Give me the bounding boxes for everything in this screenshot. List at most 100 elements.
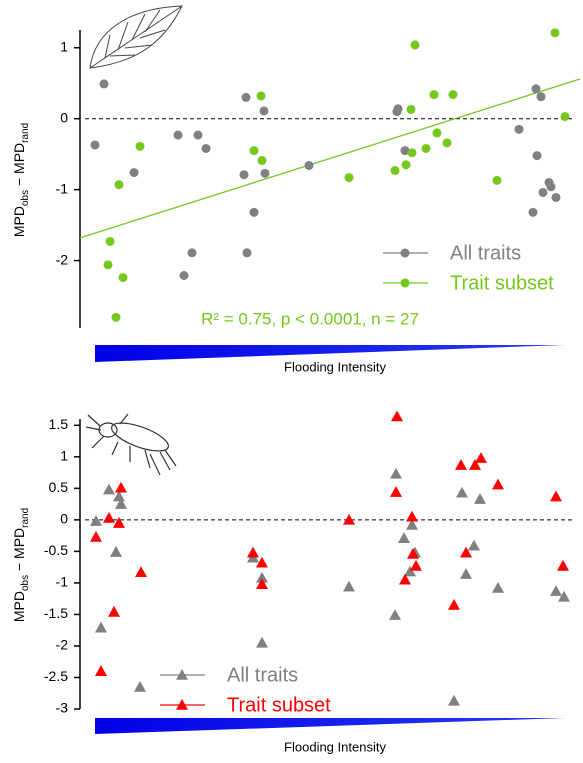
point xyxy=(256,571,268,583)
legend-label: Trait subset xyxy=(450,272,554,294)
legend-marker xyxy=(176,669,188,680)
y-tick-label: 1 xyxy=(60,38,68,54)
point xyxy=(256,91,266,101)
point xyxy=(90,140,100,150)
point xyxy=(407,547,419,559)
y-axis-label-part: rand xyxy=(20,123,31,143)
point xyxy=(546,182,556,192)
point xyxy=(406,104,416,114)
y-tick-label: 1.5 xyxy=(49,416,69,432)
point xyxy=(460,568,472,579)
point xyxy=(247,546,259,558)
point xyxy=(90,530,102,542)
point xyxy=(398,532,410,543)
annotation: R² = 0.75, p < 0.0001, n = 27 xyxy=(201,309,419,328)
point xyxy=(421,143,431,153)
point xyxy=(558,590,570,602)
point xyxy=(241,92,251,102)
point xyxy=(239,170,249,180)
point xyxy=(173,130,183,140)
point xyxy=(475,452,487,463)
point xyxy=(401,160,411,170)
point xyxy=(114,180,124,190)
y-axis-label-part: MPD xyxy=(11,591,27,622)
point xyxy=(469,459,481,470)
point xyxy=(99,79,109,89)
point xyxy=(115,498,127,509)
point xyxy=(110,546,122,557)
y-axis-label-part: − MPD xyxy=(11,528,27,575)
point xyxy=(179,270,189,280)
point xyxy=(560,112,570,122)
point xyxy=(105,236,115,246)
point xyxy=(108,605,120,617)
point xyxy=(260,168,270,178)
point xyxy=(432,128,442,138)
point xyxy=(531,84,541,94)
point xyxy=(455,459,467,470)
point xyxy=(259,106,269,116)
legend-marker xyxy=(176,699,188,710)
legend-marker xyxy=(400,248,410,258)
point xyxy=(442,138,452,148)
insect-icon xyxy=(85,413,177,476)
point xyxy=(249,207,259,217)
point xyxy=(256,636,268,648)
point xyxy=(400,146,410,156)
point xyxy=(448,694,460,706)
y-tick-label: 0 xyxy=(60,511,68,527)
point xyxy=(256,556,268,568)
fit-line xyxy=(79,78,581,239)
y-axis-label-part: − MPD xyxy=(11,143,27,190)
point xyxy=(468,539,480,551)
point xyxy=(390,486,402,497)
y-tick-label: 0 xyxy=(60,109,68,125)
point xyxy=(257,156,267,166)
point xyxy=(344,173,354,183)
point xyxy=(201,143,211,153)
y-tick-label: -2 xyxy=(56,251,69,267)
point xyxy=(474,493,486,504)
point xyxy=(406,510,418,522)
point xyxy=(187,248,197,258)
point xyxy=(551,192,561,202)
point xyxy=(95,621,107,633)
x-axis-label: Flooding Intensity xyxy=(284,739,386,754)
point xyxy=(532,151,542,161)
point xyxy=(113,517,125,528)
y-axis-label: MPDobs − MPDrand xyxy=(11,123,31,237)
point xyxy=(492,581,504,593)
point xyxy=(557,559,569,571)
point xyxy=(456,486,468,498)
point xyxy=(460,546,472,558)
point xyxy=(514,124,524,134)
point xyxy=(118,273,128,283)
y-tick-label: 0.5 xyxy=(49,479,69,495)
point xyxy=(90,515,102,526)
intensity-wedge xyxy=(95,718,565,734)
point xyxy=(103,483,115,495)
point xyxy=(390,467,402,479)
point xyxy=(129,168,139,178)
point xyxy=(429,90,439,100)
legend-marker xyxy=(400,278,410,288)
y-axis-label-part: obs xyxy=(20,575,31,591)
y-tick-label: -1 xyxy=(56,180,69,196)
point xyxy=(410,40,420,50)
legend-label: All traits xyxy=(227,664,298,686)
y-tick-label: -3 xyxy=(56,700,69,716)
point xyxy=(492,478,504,490)
point xyxy=(536,92,546,102)
y-axis-label-part: obs xyxy=(20,190,31,206)
point xyxy=(399,573,411,585)
y-tick-label: -1.5 xyxy=(44,605,68,621)
point xyxy=(134,680,146,692)
point xyxy=(389,609,401,620)
point xyxy=(448,598,460,610)
point xyxy=(343,513,355,525)
y-tick-label: -2 xyxy=(56,637,69,653)
y-tick-label: -0.5 xyxy=(44,542,68,558)
point xyxy=(528,207,538,217)
point xyxy=(103,260,113,270)
